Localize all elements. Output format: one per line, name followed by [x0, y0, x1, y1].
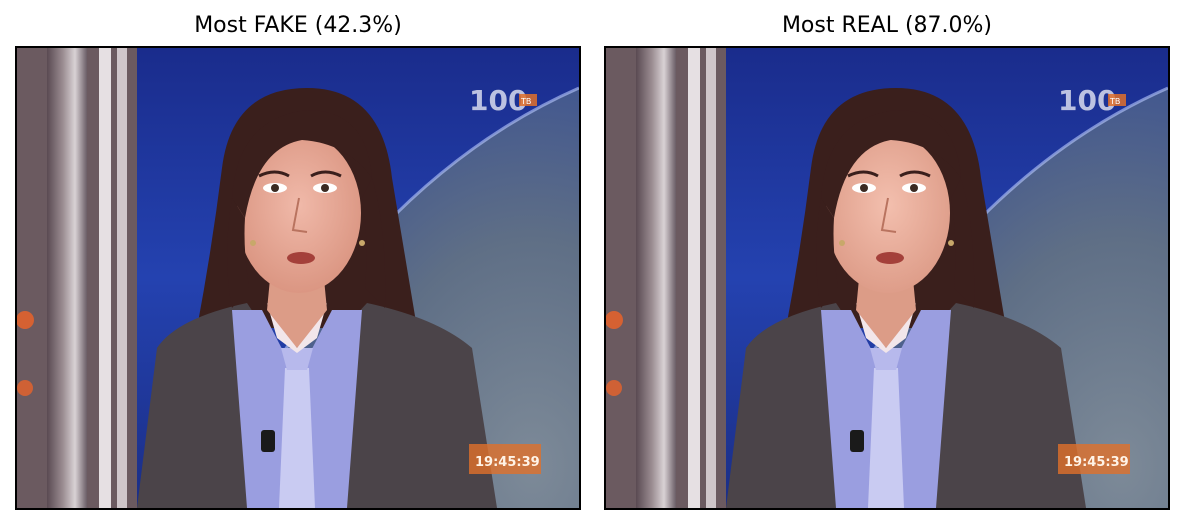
clock-time: 19:45:39 — [475, 455, 540, 470]
clock-time: 19:45:39 — [1064, 455, 1129, 470]
channel-logo: 100 — [1058, 84, 1116, 117]
channel-logo-sub: ТВ — [520, 97, 531, 106]
news-anchor-image: 100 ТВ 19:45:39 — [17, 48, 579, 508]
video-frame: 100 ТВ 19:45:39 — [604, 46, 1170, 510]
panel-real: Most REAL (87.0%) — [604, 0, 1170, 525]
channel-logo: 100 — [469, 84, 527, 117]
news-anchor-image: 100 ТВ 19:45:39 — [606, 48, 1168, 508]
panel-title: Most FAKE (42.3%) — [194, 13, 402, 38]
channel-logo-sub: ТВ — [1109, 97, 1120, 106]
panel-fake: Most FAKE (42.3%) — [15, 0, 581, 525]
panel-title: Most REAL (87.0%) — [781, 13, 993, 38]
video-frame: 100 ТВ 19:45:39 — [15, 46, 581, 510]
